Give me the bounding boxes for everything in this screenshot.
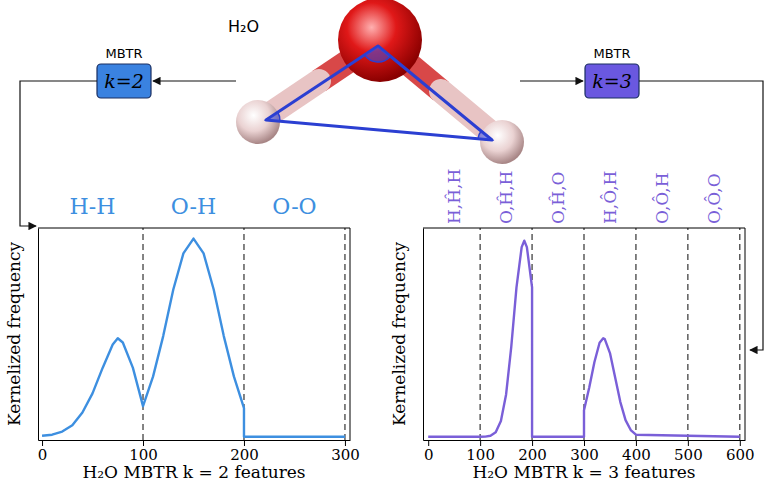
region-divider: [344, 228, 345, 440]
x-tick-label: 300: [331, 446, 360, 464]
x-tick-label: 600: [726, 446, 755, 464]
region-label: H,Ĥ,H: [444, 169, 464, 224]
data-line: [428, 241, 740, 437]
descriptor-box: [97, 64, 151, 98]
chart: 0 100 200 300 H₂O MBTR k = 2 features Kerneli…: [4, 194, 360, 482]
x-tick-label: 200: [230, 446, 259, 464]
region-label: O-H: [171, 194, 216, 219]
plot-area: [42, 228, 345, 440]
region-divider: [480, 228, 481, 440]
x-tick: 300: [570, 440, 599, 464]
descriptor-label: k=3: [592, 70, 632, 92]
y-axis: [423, 229, 424, 441]
figure: H₂OMBTRk=2MBTRk=30100200300H₂O MBTR k = …: [0, 0, 773, 488]
angle-triangle: [266, 46, 492, 140]
x-tick: 300: [331, 440, 360, 464]
angle-arc: [266, 112, 280, 121]
x-tick: 0: [38, 440, 48, 464]
plot-frame: [350, 228, 351, 440]
x-tick: 400: [622, 440, 651, 464]
x-tick-label: 200: [518, 446, 547, 464]
descriptor-box: [585, 64, 639, 98]
descriptor-label: k=2: [104, 70, 144, 92]
arrow: [639, 81, 763, 350]
region-label: H,Ô,H: [600, 171, 620, 224]
oxygen-atom: [338, 0, 422, 82]
data-line: [42, 239, 345, 437]
region-divider: [739, 228, 740, 440]
x-tick: 600: [726, 440, 755, 464]
plot-frame: [423, 228, 745, 229]
x-tick-label: 100: [466, 446, 495, 464]
plot-frame: [38, 228, 350, 229]
x-tick: 0: [424, 440, 434, 464]
y-axis-line: [38, 229, 39, 441]
plot-area: [428, 228, 740, 440]
chart: 0 100 200 300 400 500 600 H₂O MBTR k = 3 featur…: [389, 169, 755, 482]
region-label: O,Ô,O: [704, 173, 724, 224]
x-axis-line: [39, 440, 351, 441]
region-divider: [635, 228, 636, 440]
x-tick: 200: [230, 440, 259, 464]
x-axis-title: H₂O MBTR k = 3 features: [472, 462, 695, 482]
x-tick-label: 100: [129, 446, 158, 464]
descriptor-title: MBTR: [593, 46, 630, 61]
x-tick: 100: [129, 440, 158, 464]
angle-arc: [478, 131, 492, 140]
x-axis: 0 100 200 300 400 500 600: [424, 440, 755, 464]
region-divider: [687, 228, 688, 440]
x-tick: 100: [466, 440, 495, 464]
x-tick-label: 0: [424, 446, 434, 464]
x-tick: 200: [518, 440, 547, 464]
x-axis: 0 100 200 300: [38, 440, 360, 464]
descriptor-title: MBTR: [105, 46, 142, 61]
y-axis-title: Kernelized frequency: [4, 242, 24, 426]
molecule: [236, 0, 524, 164]
x-tick: 500: [674, 440, 703, 464]
x-tick-label: 400: [622, 446, 651, 464]
region-divider: [142, 228, 143, 440]
x-tick-label: 500: [674, 446, 703, 464]
angle-arc: [365, 46, 391, 62]
plot-frame: [745, 228, 746, 440]
arrow: [153, 80, 236, 81]
x-axis-title: H₂O MBTR k = 2 features: [82, 462, 305, 482]
region-label: O,Ĥ,O: [548, 171, 568, 224]
y-axis-line: [423, 229, 424, 441]
region-label: O,Ĥ,H: [496, 171, 516, 224]
arrow: [520, 80, 583, 81]
x-tick-label: 300: [570, 446, 599, 464]
x-tick-label: 0: [38, 446, 48, 464]
region-label: O-O: [272, 194, 316, 219]
region-label: H-H: [70, 194, 116, 219]
y-axis-title: Kernelized frequency: [389, 242, 409, 426]
y-axis: [38, 229, 39, 441]
hydrogen-atom: [480, 120, 524, 164]
molecule-label: H₂O: [228, 17, 259, 36]
region-label: O,Ô,H: [652, 172, 672, 224]
